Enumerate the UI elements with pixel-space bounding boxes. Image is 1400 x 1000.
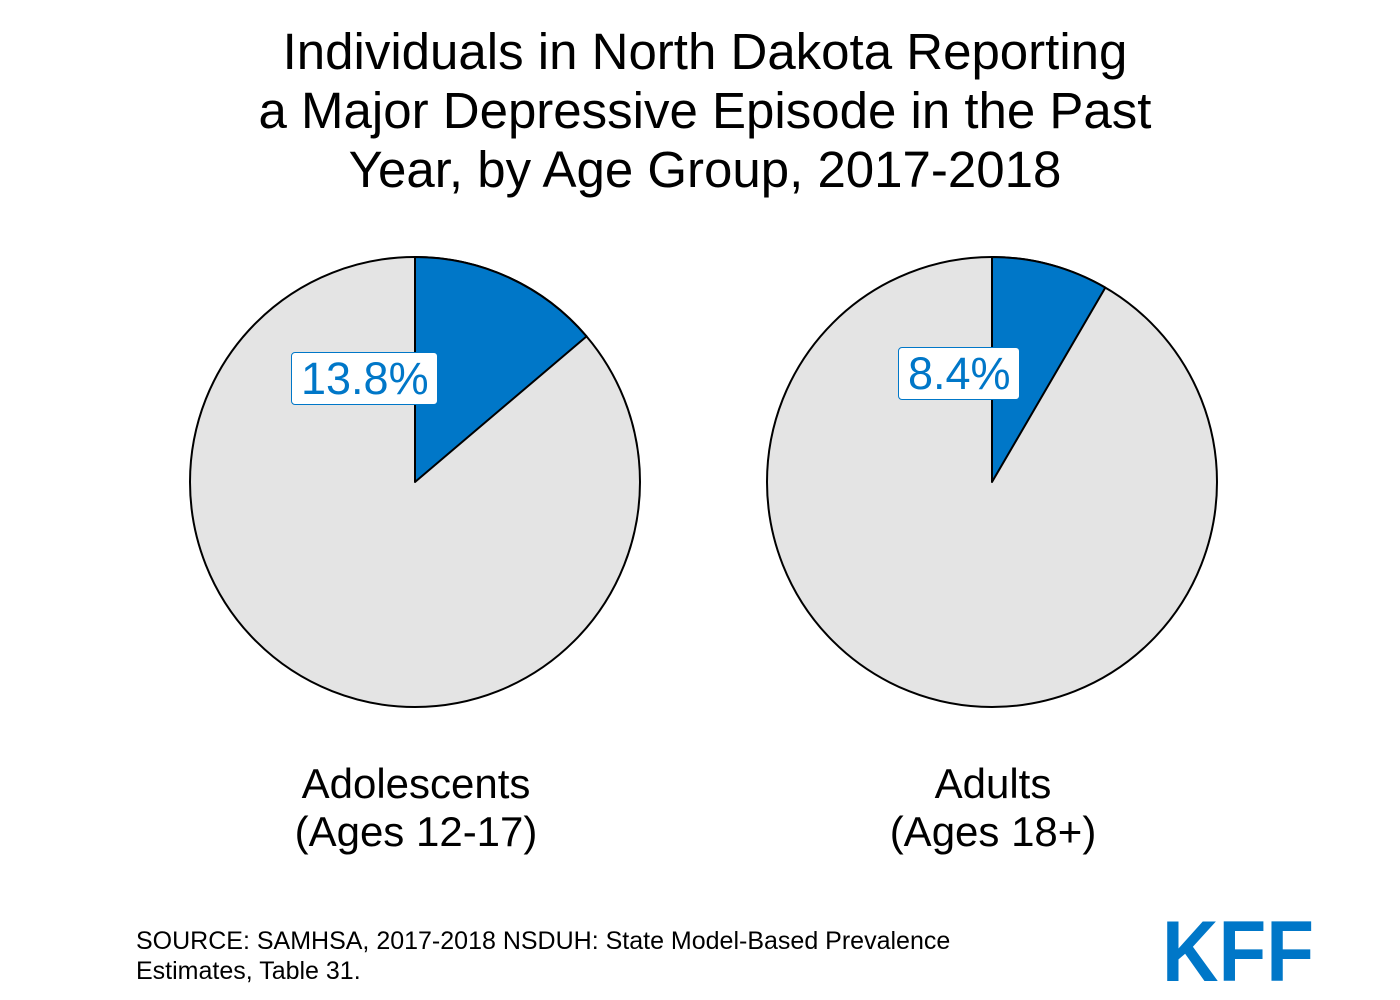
category-label-line: (Ages 12-17) bbox=[294, 808, 538, 855]
pie-value-label-adolescents: 13.8% bbox=[291, 352, 438, 405]
pie-category-label-adolescents: Adolescents (Ages 12-17) bbox=[166, 760, 666, 856]
pie-slice-highlight bbox=[991, 256, 1107, 483]
category-label-line: (Ages 18+) bbox=[889, 808, 1097, 855]
chart-title-line: Individuals in North Dakota Reporting bbox=[282, 23, 1128, 80]
source-line: SOURCE: SAMHSA, 2017-2018 NSDUH: State M… bbox=[136, 927, 951, 955]
svg-text:KFF: KFF bbox=[1162, 916, 1314, 986]
source-line: Estimates, Table 31. bbox=[136, 957, 361, 985]
chart-title: Individuals in North Dakota Reporting a … bbox=[0, 22, 1400, 199]
category-label-line: Adults bbox=[934, 760, 1052, 807]
pie-slice-highlight bbox=[414, 256, 588, 483]
pie-category-label-adults: Adults (Ages 18+) bbox=[743, 760, 1243, 856]
source-note: SOURCE: SAMHSA, 2017-2018 NSDUH: State M… bbox=[136, 926, 950, 986]
chart-title-line: Year, by Age Group, 2017-2018 bbox=[348, 141, 1062, 198]
pie-value-label-adults: 8.4% bbox=[898, 347, 1020, 400]
kff-logo: KFF bbox=[1162, 916, 1314, 986]
chart-title-line: a Major Depressive Episode in the Past bbox=[258, 82, 1152, 139]
category-label-line: Adolescents bbox=[301, 760, 531, 807]
